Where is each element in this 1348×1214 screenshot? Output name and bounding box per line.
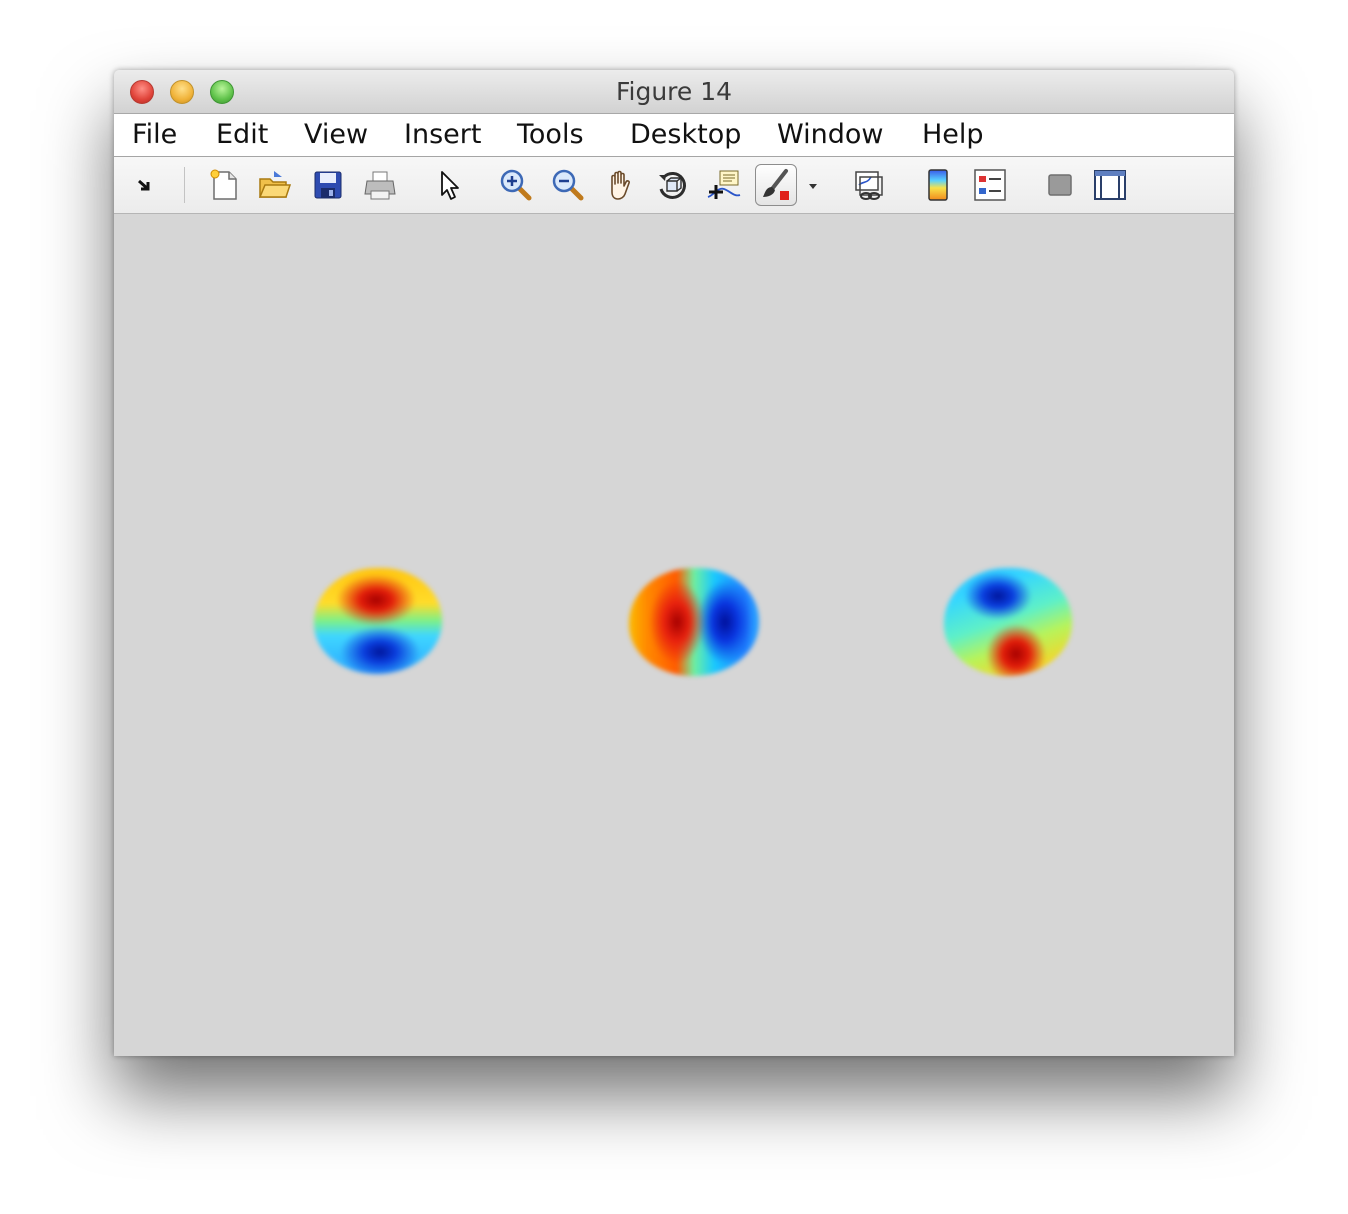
menu-help[interactable]: Help — [922, 119, 984, 150]
open-file-icon[interactable] — [256, 167, 292, 203]
hide-plot-tools-icon[interactable] — [1042, 167, 1078, 203]
toolbar-separator — [184, 167, 185, 203]
colorbar-icon[interactable] — [920, 167, 956, 203]
pan-hand-icon[interactable] — [602, 167, 638, 203]
data-cursor-icon[interactable] — [706, 167, 742, 203]
surface-plot-right[interactable] — [944, 568, 1072, 676]
figure-canvas[interactable] — [114, 214, 1234, 1056]
print-icon[interactable] — [362, 167, 398, 203]
minimize-window-button[interactable] — [170, 80, 194, 104]
menu-insert[interactable]: Insert — [404, 119, 482, 150]
new-figure-icon[interactable] — [206, 167, 242, 203]
title-bar[interactable]: Figure 14 — [114, 70, 1234, 114]
brush-icon[interactable] — [755, 164, 797, 206]
save-icon[interactable] — [310, 167, 346, 203]
zoom-in-icon[interactable] — [498, 167, 534, 203]
figure-toolbar — [114, 157, 1234, 214]
legend-icon[interactable] — [972, 167, 1008, 203]
menu-file[interactable]: File — [132, 119, 178, 150]
edit-plot-pointer-icon[interactable] — [432, 167, 468, 203]
link-plot-icon[interactable] — [850, 167, 886, 203]
menu-window[interactable]: Window — [777, 119, 884, 150]
show-plot-tools-icon[interactable] — [1092, 167, 1128, 203]
menu-edit[interactable]: Edit — [216, 119, 269, 150]
rotate-3d-icon[interactable] — [654, 167, 690, 203]
figure-window: Figure 14 File Edit View Insert Tools De… — [114, 70, 1234, 1056]
dropdown-arrow-icon[interactable] — [804, 167, 822, 203]
menu-tools[interactable]: Tools — [517, 119, 584, 150]
menu-desktop[interactable]: Desktop — [630, 119, 742, 150]
close-window-button[interactable] — [130, 80, 154, 104]
zoom-window-button[interactable] — [210, 80, 234, 104]
zoom-out-icon[interactable] — [550, 167, 586, 203]
window-title: Figure 14 — [615, 77, 733, 106]
dock-arrow-icon[interactable] — [128, 167, 164, 203]
surface-plot-middle[interactable] — [629, 568, 759, 676]
surface-plot-left[interactable] — [314, 568, 442, 674]
menu-view[interactable]: View — [304, 119, 369, 150]
menu-bar: File Edit View Insert Tools Desktop Wind… — [114, 114, 1234, 157]
